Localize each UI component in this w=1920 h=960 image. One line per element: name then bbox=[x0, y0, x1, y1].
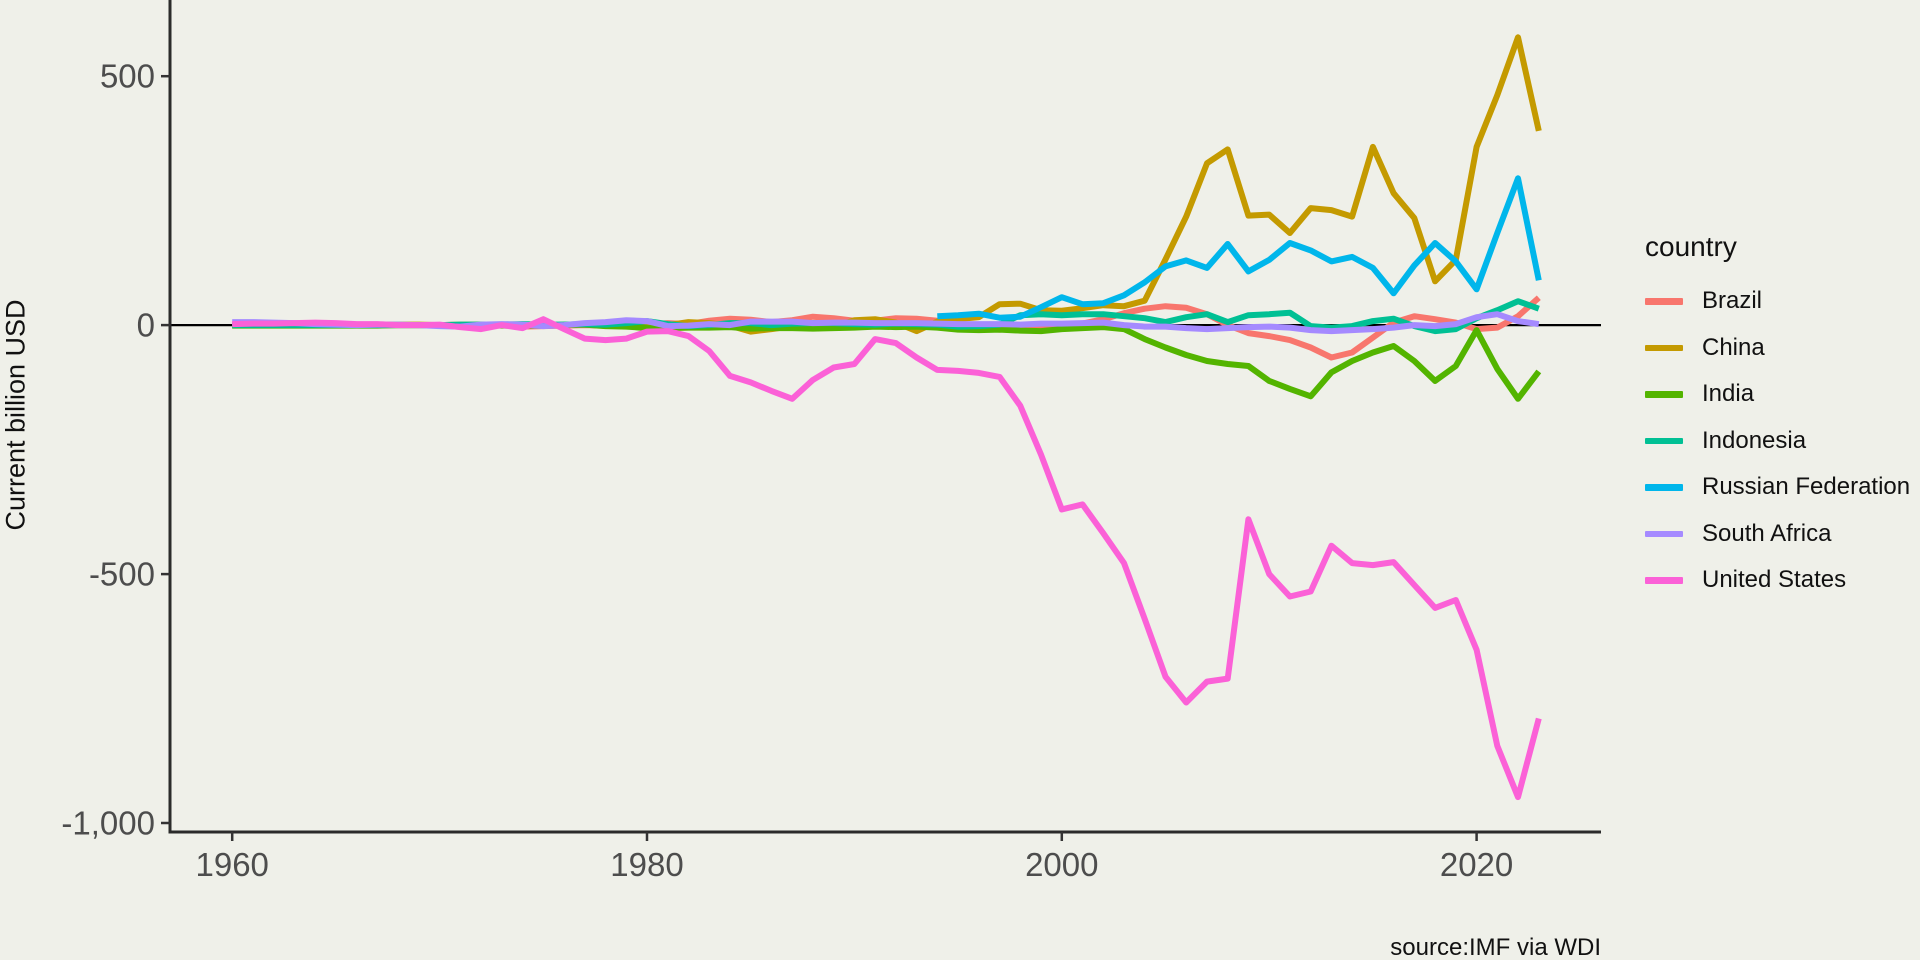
y-tick-label: -1,000 bbox=[61, 804, 155, 842]
x-tick-label: 1980 bbox=[610, 846, 684, 883]
legend-item-label: Russian Federation bbox=[1702, 473, 1911, 501]
legend-item-brazil: Brazil bbox=[1645, 278, 1915, 325]
legend-items: Brazil China India Indonesia Russian Federat… bbox=[1645, 278, 1915, 604]
y-tick-label: -500 bbox=[88, 555, 155, 593]
line-united-states bbox=[232, 316, 1542, 801]
x-tick-label: 2020 bbox=[1439, 846, 1514, 883]
legend-line-swatch-icon bbox=[1645, 577, 1683, 584]
line-india bbox=[232, 321, 1542, 402]
line-russian-federation bbox=[937, 175, 1542, 321]
legend-item-label: India bbox=[1702, 380, 1755, 408]
legend: country Brazil China India Indonesia Russian… bbox=[1645, 230, 1915, 604]
y-tick-label: 0 bbox=[136, 306, 155, 344]
legend-item-india: India bbox=[1645, 371, 1915, 418]
legend-line-swatch-icon bbox=[1645, 484, 1683, 491]
legend-item-label: United States bbox=[1702, 566, 1847, 594]
x-tick-label: 2000 bbox=[1025, 846, 1099, 883]
legend-line-swatch-icon bbox=[1645, 298, 1683, 305]
y-tick-label: 500 bbox=[99, 57, 155, 95]
legend-title: country bbox=[1645, 231, 1737, 262]
legend-item-china: China bbox=[1645, 325, 1915, 372]
legend-line-swatch-icon bbox=[1645, 437, 1683, 444]
legend-line-swatch-icon bbox=[1645, 391, 1683, 398]
x-tick-label: 1960 bbox=[195, 846, 269, 883]
line-china bbox=[232, 34, 1542, 335]
legend-item-united-states: United States bbox=[1645, 557, 1915, 604]
source-note: source:IMF via WDI bbox=[1390, 934, 1601, 960]
legend-item-label: China bbox=[1702, 333, 1765, 361]
legend-line-swatch-icon bbox=[1645, 530, 1683, 537]
legend-line-swatch-icon bbox=[1645, 344, 1683, 351]
legend-item-indonesia: Indonesia bbox=[1645, 418, 1915, 465]
legend-item-label: South Africa bbox=[1702, 519, 1832, 547]
legend-item-south-africa: South Africa bbox=[1645, 511, 1915, 558]
legend-item-russian-federation: Russian Federation bbox=[1645, 464, 1915, 511]
legend-item-label: Brazil bbox=[1702, 287, 1763, 315]
legend-item-label: Indonesia bbox=[1702, 426, 1807, 454]
